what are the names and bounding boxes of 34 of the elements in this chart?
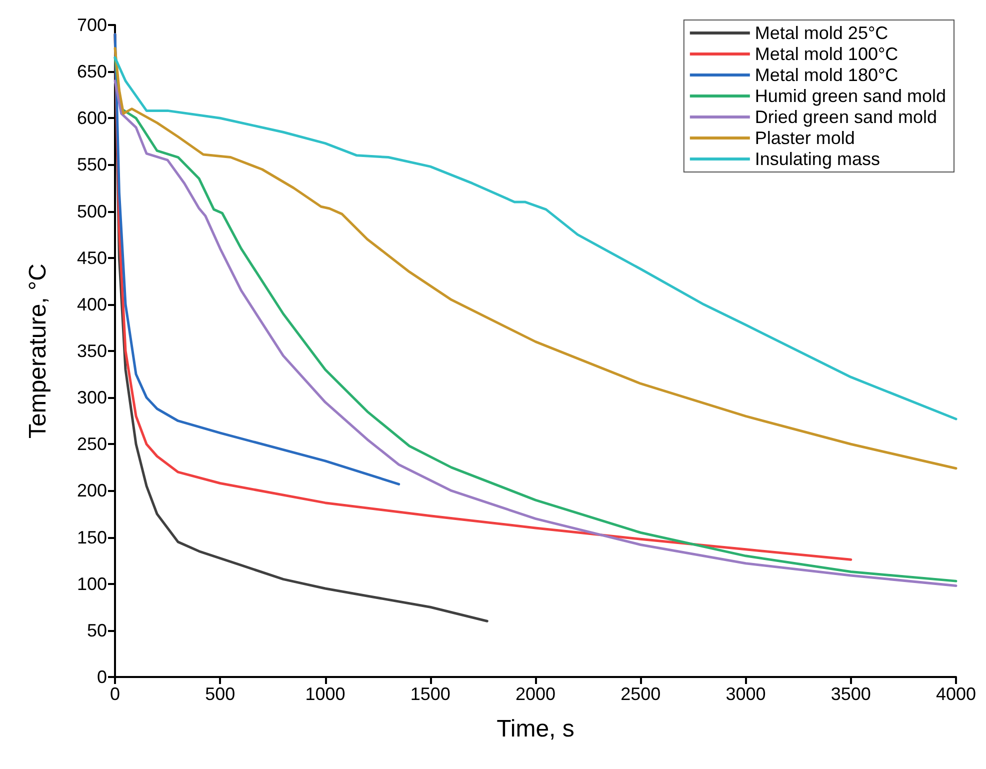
- x-tick-label: 1500: [410, 684, 450, 704]
- y-tick-label: 450: [76, 248, 107, 268]
- y-tick-label: 150: [76, 527, 107, 548]
- legend-label: Humid green sand mold: [754, 86, 946, 106]
- legend-label: Dried green sand mold: [754, 107, 938, 127]
- x-tick-label: 500: [205, 684, 236, 704]
- y-tick-label: 300: [76, 388, 107, 408]
- x-tick-label: 2000: [515, 684, 556, 704]
- x-axis-title: Time, s: [496, 716, 574, 742]
- x-tick-label: 3500: [830, 684, 871, 704]
- y-tick-label: 700: [76, 15, 107, 35]
- legend-label: Plaster mold: [754, 128, 855, 148]
- y-tick-label: 50: [86, 620, 107, 640]
- x-tick-label: 2500: [620, 684, 661, 704]
- x-tick-label: 3000: [726, 684, 766, 704]
- y-tick-label: 200: [76, 480, 107, 501]
- y-tick-label: 650: [76, 62, 107, 82]
- y-tick-label: 500: [76, 201, 107, 222]
- x-tick-label: 4000: [936, 684, 976, 704]
- y-tick-label: 250: [76, 434, 107, 454]
- x-tick-label: 0: [110, 684, 120, 704]
- y-tick-label: 100: [76, 574, 107, 594]
- legend-label: Metal mold 100°C: [754, 44, 898, 64]
- y-tick-label: 550: [76, 154, 107, 175]
- legend-label: Metal mold 180°C: [754, 65, 898, 85]
- y-axis-title: Temperature, °C: [24, 264, 52, 438]
- legend-label: Insulating mass: [754, 149, 880, 169]
- y-tick-label: 350: [76, 341, 107, 361]
- y-tick-label: 400: [76, 294, 107, 314]
- x-tick-label: 1000: [305, 684, 346, 704]
- legend-label: Metal mold 25°C: [754, 23, 888, 43]
- line-series: [114, 33, 400, 486]
- y-tick-label: 0: [96, 667, 107, 687]
- y-tick-label: 600: [76, 108, 107, 128]
